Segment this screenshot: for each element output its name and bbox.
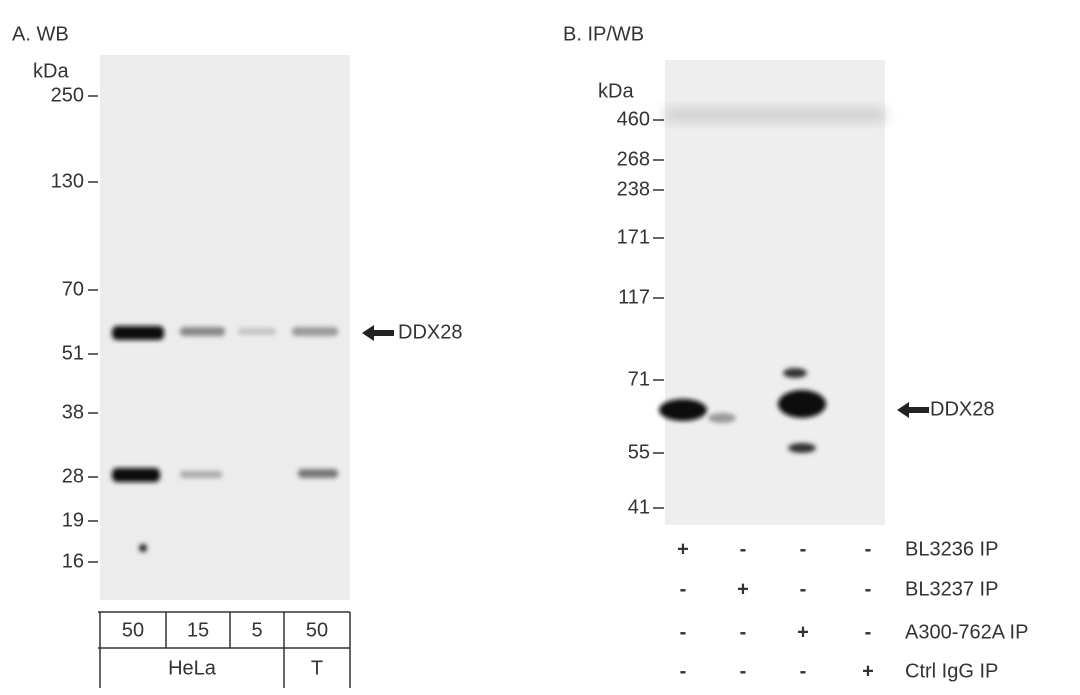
ip-sign: - xyxy=(800,660,807,682)
ip-sign: - xyxy=(800,538,807,560)
target-label: DDX28 xyxy=(398,321,462,343)
sample-label: T xyxy=(311,657,323,679)
marker-label: 460 xyxy=(617,108,650,130)
blot-b xyxy=(665,60,885,525)
ip-label: BL3237 IP xyxy=(905,578,998,600)
arrow xyxy=(362,325,394,341)
marker-label: 70 xyxy=(62,278,84,300)
target-label: DDX28 xyxy=(930,398,994,420)
ip-sign: - xyxy=(800,578,807,600)
panel-title: B. IP/WB xyxy=(563,23,644,45)
marker-label: 130 xyxy=(51,170,84,192)
ip-label: Ctrl IgG IP xyxy=(905,660,998,682)
ip-sign: - xyxy=(740,621,747,643)
ip-sign: - xyxy=(865,578,872,600)
marker-label: 171 xyxy=(617,226,650,248)
marker-label: 250 xyxy=(51,84,84,106)
ip-sign: + xyxy=(862,660,874,682)
ip-sign: + xyxy=(797,621,809,643)
marker-label: 71 xyxy=(628,368,650,390)
ip-sign: - xyxy=(740,660,747,682)
ip-label: A300-762A IP xyxy=(905,621,1028,643)
marker-label: 117 xyxy=(618,286,650,308)
ip-sign: + xyxy=(677,538,689,560)
arrow xyxy=(897,402,929,418)
unit-label: kDa xyxy=(598,80,634,102)
marker-label: 16 xyxy=(62,550,84,572)
ip-label: BL3236 IP xyxy=(905,538,998,560)
marker-label: 19 xyxy=(62,509,84,531)
marker-label: 41 xyxy=(628,496,650,518)
lane-amount: 5 xyxy=(251,619,262,641)
panel-title: A. WB xyxy=(12,23,69,45)
marker-label: 55 xyxy=(628,441,650,463)
ip-sign: - xyxy=(680,660,687,682)
unit-label: kDa xyxy=(33,60,69,82)
marker-label: 38 xyxy=(62,401,84,423)
bands-b xyxy=(659,368,826,453)
lane-amount: 15 xyxy=(187,619,209,641)
ip-sign: + xyxy=(737,578,749,600)
marker-label: 238 xyxy=(617,178,650,200)
ip-sign: - xyxy=(865,621,872,643)
marker-label: 268 xyxy=(617,148,650,170)
ip-sign: - xyxy=(680,621,687,643)
bands-a xyxy=(112,326,338,552)
lane-amount: 50 xyxy=(122,619,144,641)
ip-sign: - xyxy=(740,538,747,560)
lane-table xyxy=(98,611,351,688)
ip-sign: - xyxy=(680,578,687,600)
marker-label: 28 xyxy=(62,465,84,487)
lane-amount: 50 xyxy=(306,619,328,641)
marker-label: 51 xyxy=(62,342,84,364)
ip-sign: - xyxy=(865,538,872,560)
well-band xyxy=(665,108,885,122)
sample-label: HeLa xyxy=(168,657,217,679)
